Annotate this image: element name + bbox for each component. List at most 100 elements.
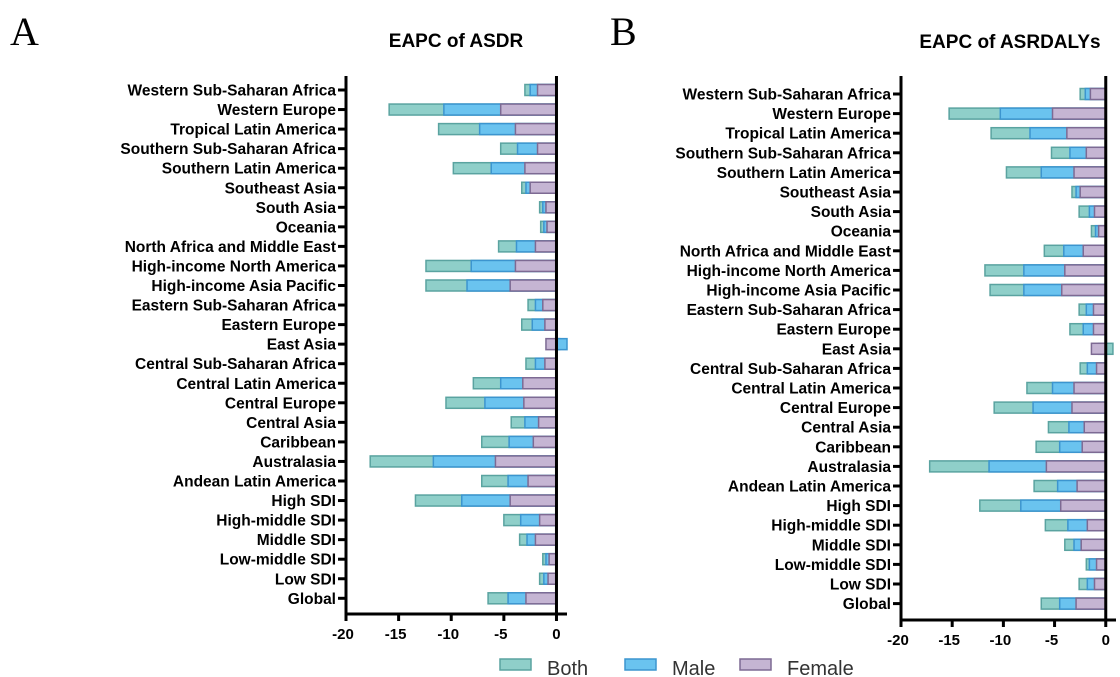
x-tick-label: -15 [938,632,960,649]
category-label: Southeast Asia [780,185,892,202]
legend-label-female: Female [787,658,854,677]
legend-label-both: Both [547,658,588,677]
category-label: High-middle SDI [216,513,336,530]
bar-b-female-10 [1060,283,1107,297]
category-label: Oceania [831,224,892,241]
bar-a-female-12 [544,318,558,331]
category-label: Middle SDI [257,532,336,549]
bar-a-female-18 [532,435,558,449]
category-label: Tropical Latin America [725,126,891,143]
category-label: Caribbean [260,434,336,451]
category-label: South Asia [811,204,892,221]
x-tick-label: 0 [552,626,560,643]
x-tick-label: -5 [494,626,507,643]
bar-b-female-9 [1064,264,1107,277]
category-label: Western Sub-Saharan Africa [683,87,892,104]
category-label: Global [843,596,891,613]
category-label: Central Europe [780,400,891,417]
bar-b-female-8 [1082,244,1107,258]
bar-b-female-22 [1086,518,1107,532]
category-label: High SDI [271,493,336,510]
category-label: Middle SDI [812,537,891,554]
category-label: Western Europe [772,106,891,123]
bar-a-female-10 [509,279,558,292]
category-label: Eastern Europe [776,322,891,339]
category-label: East Asia [822,341,892,358]
category-label: Eastern Europe [221,317,336,334]
category-label: High-income Asia Pacific [706,283,891,300]
category-label: Andean Latin America [728,479,891,496]
bar-a-female-4 [524,161,558,175]
bar-a-female-5 [529,181,558,194]
legend-label-male: Male [672,658,715,677]
category-label: Eastern Sub-Saharan Africa [687,302,892,319]
category-label: Eastern Sub-Saharan Africa [132,298,337,315]
category-label: Southern Sub-Saharan Africa [120,141,336,158]
category-label: High SDI [826,498,891,515]
panel-a-letter: A [10,9,39,54]
category-label: Global [288,591,336,608]
bar-a-female-14 [544,357,558,370]
category-label: Central Asia [801,420,891,437]
category-label: South Asia [256,200,337,217]
legend-swatch-female [739,658,772,671]
bar-a-female-1 [499,103,558,116]
category-label: High-income North America [132,258,337,275]
bar-a-female-9 [514,259,558,273]
bar-b-female-25 [1093,577,1107,591]
x-tick-label: -5 [1045,632,1058,649]
bar-a-female-16 [523,396,558,410]
bar-b-female-3 [1085,146,1107,160]
category-label: Southern Sub-Saharan Africa [675,145,891,162]
legend-swatch-male [624,658,657,671]
bar-b-female-20 [1076,479,1107,493]
bar-a-female-22 [538,513,558,527]
bar-b-female-21 [1059,499,1107,512]
category-label: Central Sub-Saharan Africa [690,361,891,378]
category-label: Low SDI [275,571,336,588]
category-label: Australasia [252,454,336,471]
bar-b-female-18 [1081,440,1107,454]
panel-b-letter: B [610,9,637,54]
bar-b-female-12 [1092,322,1107,336]
category-label: High-income North America [687,263,892,280]
category-label: North Africa and Middle East [125,239,336,256]
bar-a-female-23 [534,533,558,546]
bar-a-female-3 [536,142,558,155]
bar-a-male-13 [555,337,568,351]
bar-b-female-17 [1083,420,1107,434]
x-tick-label: -15 [385,626,407,643]
bar-b-female-5 [1079,185,1107,199]
bar-b-female-4 [1073,166,1107,179]
x-tick-label: -20 [332,626,354,643]
x-tick-label: -10 [990,632,1012,649]
category-label: Central Latin America [731,381,891,398]
category-label: Southeast Asia [225,180,337,197]
category-label: High-middle SDI [771,518,891,535]
bar-b-female-2 [1066,126,1107,140]
category-label: North Africa and Middle East [680,243,891,260]
category-label: Low SDI [830,577,891,594]
category-label: Southern Latin America [717,165,892,182]
bar-a-female-20 [527,474,558,488]
category-label: High-income Asia Pacific [151,278,336,295]
category-label: Central Europe [225,395,336,412]
category-label: Low-middle SDI [220,552,336,569]
bar-a-female-26 [525,592,558,605]
bar-b-female-6 [1093,205,1107,218]
category-label: Low-middle SDI [775,557,891,574]
category-label: Oceania [276,219,337,236]
bar-a-female-21 [509,494,558,507]
category-label: Western Europe [217,102,336,119]
bar-b-female-1 [1051,107,1107,120]
category-label: Caribbean [815,439,891,456]
panel-a-title: EAPC of ASDR [389,31,524,52]
bar-a-female-19 [494,455,558,468]
category-label: Tropical Latin America [170,122,336,139]
category-label: Andean Latin America [173,474,336,491]
x-tick-label: 0 [1102,632,1110,649]
bar-a-female-2 [514,122,558,136]
bar-a-female-11 [542,298,558,312]
x-tick-label: -20 [887,632,909,649]
